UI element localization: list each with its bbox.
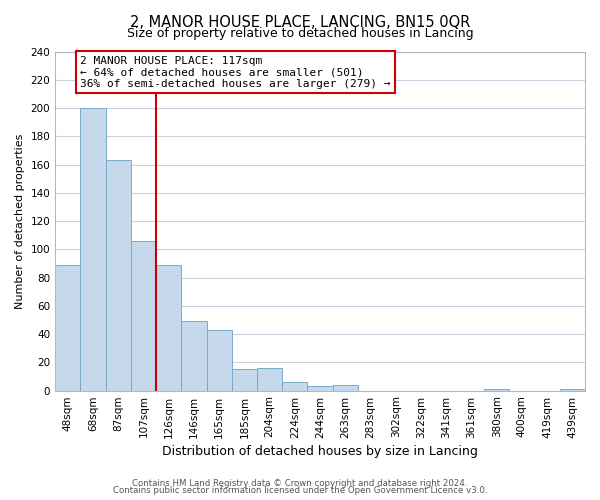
Y-axis label: Number of detached properties: Number of detached properties [15, 134, 25, 308]
Bar [484, 389, 509, 390]
Bar [282, 382, 307, 390]
Text: Contains HM Land Registry data © Crown copyright and database right 2024.: Contains HM Land Registry data © Crown c… [132, 478, 468, 488]
Bar [332, 385, 358, 390]
Text: Size of property relative to detached houses in Lancing: Size of property relative to detached ho… [127, 28, 473, 40]
Bar [232, 370, 257, 390]
Bar [156, 265, 181, 390]
Bar [257, 368, 282, 390]
Text: 2 MANOR HOUSE PLACE: 117sqm
← 64% of detached houses are smaller (501)
36% of se: 2 MANOR HOUSE PLACE: 117sqm ← 64% of det… [80, 56, 391, 89]
Bar [181, 322, 206, 390]
Bar [560, 389, 585, 390]
Bar [80, 108, 106, 391]
Bar [307, 386, 332, 390]
Bar [106, 160, 131, 390]
Text: 2, MANOR HOUSE PLACE, LANCING, BN15 0QR: 2, MANOR HOUSE PLACE, LANCING, BN15 0QR [130, 15, 470, 30]
Bar [55, 265, 80, 390]
Bar [131, 241, 156, 390]
X-axis label: Distribution of detached houses by size in Lancing: Distribution of detached houses by size … [162, 444, 478, 458]
Text: Contains public sector information licensed under the Open Government Licence v3: Contains public sector information licen… [113, 486, 487, 495]
Bar [206, 330, 232, 390]
